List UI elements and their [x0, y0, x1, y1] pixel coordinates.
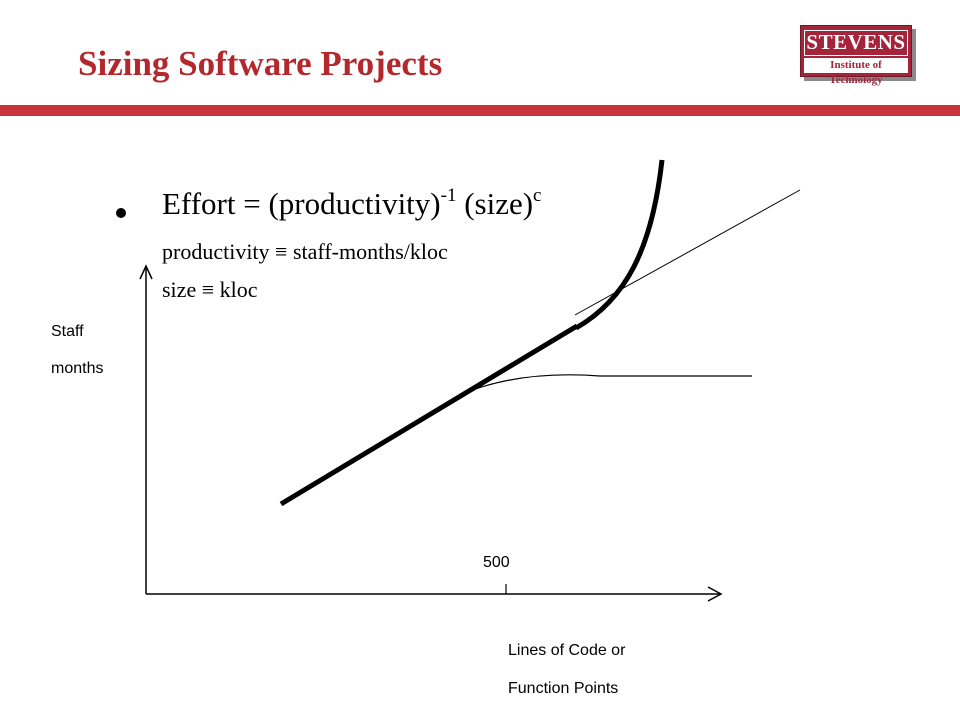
formula-lhs: Effort = (productivity): [162, 186, 441, 221]
formula-exponent-c: c: [533, 185, 542, 206]
y-axis-arrowhead: [139, 264, 153, 280]
x-axis-arrowhead: [707, 586, 723, 602]
economy-of-scale-curve: [461, 374, 752, 395]
title-divider: [0, 105, 960, 116]
x-axis-label-line2: Function Points: [508, 680, 619, 697]
definition-size: size ≡ kloc: [162, 277, 258, 302]
logo-wordmark: STEVENS: [804, 30, 908, 56]
effort-formula: Effort = (productivity)-1 (size)c: [162, 185, 542, 221]
x-axis-label-line1: Lines of Code or: [508, 642, 626, 659]
bullet-icon: [116, 208, 126, 218]
diseconomy-of-scale-curve: [574, 159, 665, 331]
linear-trend-line: [279, 323, 579, 507]
logo-subtitle: Institute of Technology: [804, 58, 908, 86]
y-axis-label-line1: Staff: [51, 323, 84, 340]
definition-productivity: productivity ≡ staff-months/kloc: [162, 239, 448, 264]
formula-mid: (size): [456, 186, 534, 221]
y-axis-label-line2: months: [51, 360, 104, 377]
linear-trend-extension: [574, 189, 801, 316]
x-tick-label: 500: [483, 554, 510, 571]
stevens-logo: STEVENS Institute of Technology: [800, 25, 912, 86]
formula-exponent-1: -1: [440, 185, 457, 206]
page-title: Sizing Software Projects: [78, 44, 443, 83]
